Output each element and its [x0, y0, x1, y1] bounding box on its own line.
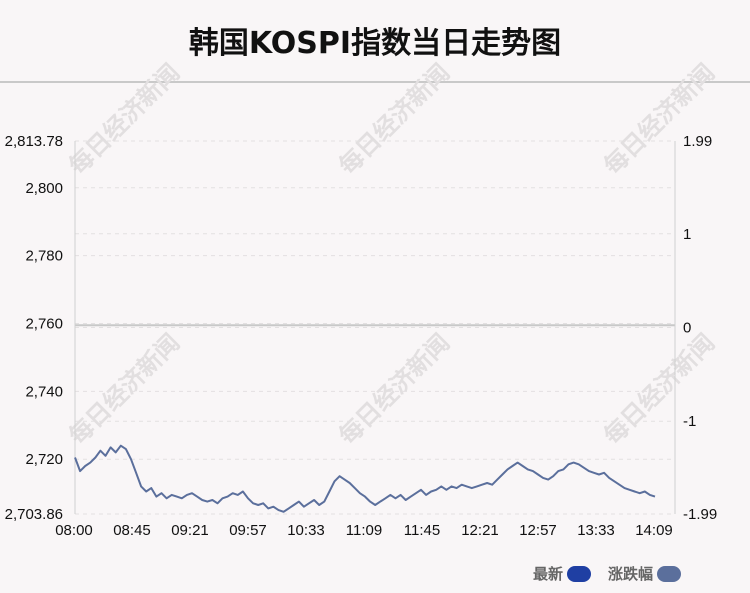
- watermark-text: 每日经济新闻: [334, 329, 456, 451]
- y-tick-label-left: 2,703.86: [5, 506, 63, 523]
- x-tick-label: 14:09: [635, 522, 673, 539]
- legend-label-change: 涨跌幅: [608, 565, 654, 583]
- watermark-text: 每日经济新闻: [599, 59, 721, 181]
- y-tick-label-left: 2,813.78: [5, 133, 63, 150]
- x-tick-label: 08:45: [113, 522, 151, 539]
- legend-item-change[interactable]: 涨跌幅: [608, 563, 682, 584]
- x-tick-label: 13:33: [577, 522, 615, 539]
- y-tick-label-left: 2,800: [25, 180, 63, 197]
- y-tick-label-right: -1.99: [683, 506, 717, 523]
- grid-layer: [75, 140, 675, 515]
- y-tick-label-right: 1.99: [683, 133, 712, 150]
- watermark-text: 每日经济新闻: [334, 59, 456, 181]
- legend-swatch-change: [657, 565, 682, 582]
- x-tick-label: 11:09: [346, 522, 382, 539]
- watermark-text: 每日经济新闻: [599, 329, 721, 451]
- x-tick-label: 12:21: [461, 522, 499, 539]
- y-tick-label-right: 1: [683, 226, 691, 243]
- legend-label-latest: 最新: [533, 565, 564, 583]
- y-tick-label-right: 0: [683, 320, 691, 337]
- series-layer: [74, 444, 656, 513]
- x-tick-label: 08:00: [55, 522, 93, 539]
- legend-swatch-latest: [567, 565, 592, 582]
- series-line-latest: [74, 444, 656, 513]
- legend-item-latest[interactable]: 最新: [533, 563, 592, 584]
- tick-label-layer: 2,813.78 2,800 2,780 2,760 2,740 2,720 2,703.8…: [5, 133, 718, 539]
- axes-layer: [74, 141, 676, 514]
- y-tick-label-left: 2,780: [25, 248, 63, 265]
- watermark-text: 每日经济新闻: [64, 329, 186, 451]
- x-tick-label: 09:21: [171, 522, 209, 539]
- y-tick-label-left: 2,720: [25, 451, 63, 468]
- x-tick-label: 10:33: [287, 522, 325, 539]
- title-divider: [0, 81, 750, 83]
- x-tick-label: 12:57: [519, 522, 557, 539]
- x-tick-label: 09:57: [229, 522, 267, 539]
- y-tick-label-right: -1: [683, 413, 696, 430]
- watermark-text: 每日经济新闻: [64, 59, 186, 181]
- x-tick-label: 11:45: [404, 522, 440, 539]
- chart-title: 韩国KOSPI指数当日走势图: [188, 26, 562, 61]
- y-tick-label-left: 2,740: [25, 383, 63, 400]
- y-tick-label-left: 2,760: [25, 315, 63, 332]
